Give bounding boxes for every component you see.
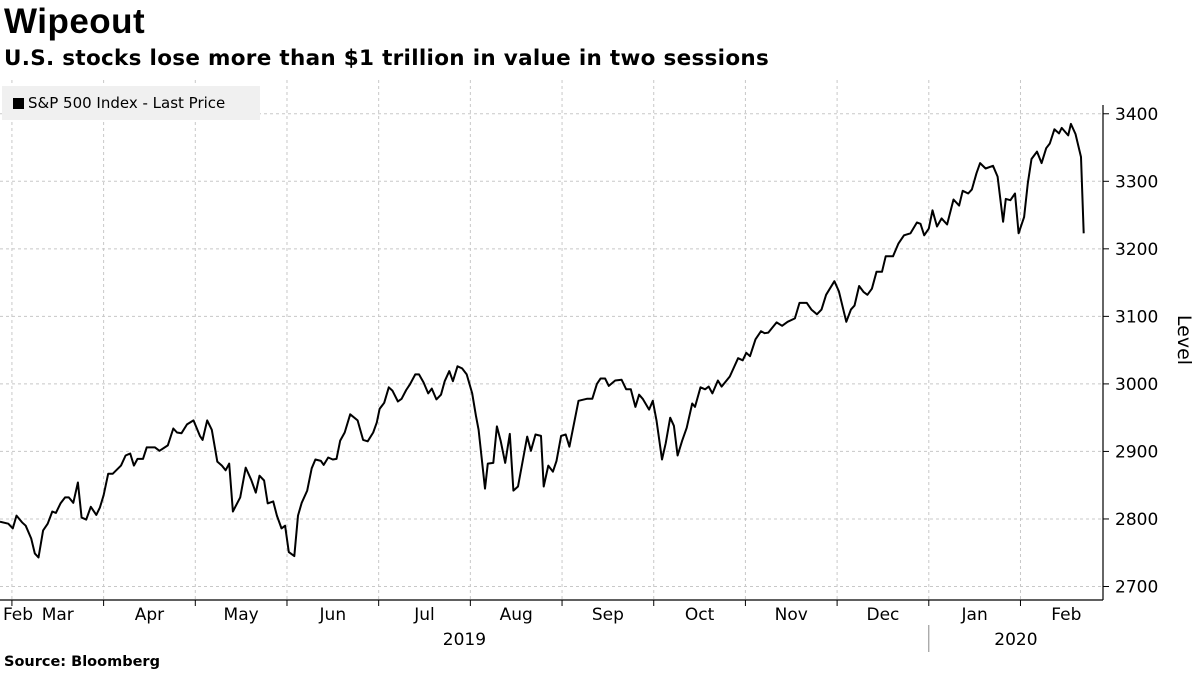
y-tick-label: 3000 xyxy=(1115,375,1158,395)
y-tick-label: 3100 xyxy=(1115,307,1158,327)
x-month-label: Mar xyxy=(42,605,74,625)
y-tick-label: 2800 xyxy=(1115,510,1158,530)
x-month-label: Nov xyxy=(775,605,808,625)
source-note: Source: Bloomberg xyxy=(4,654,160,670)
legend: S&P 500 Index - Last Price xyxy=(2,86,260,120)
chart-title: Wipeout xyxy=(4,2,146,41)
y-axis-label: Level xyxy=(1173,315,1195,365)
x-month-label: Feb xyxy=(1051,605,1081,625)
x-month-label: May xyxy=(224,605,259,625)
x-month-label: Aug xyxy=(500,605,533,625)
series-line-sp500 xyxy=(0,122,1085,559)
x-month-label: Dec xyxy=(866,605,899,625)
y-tick-label: 3300 xyxy=(1115,172,1158,192)
y-tick-label: 3400 xyxy=(1115,105,1158,125)
x-month-label: Jul xyxy=(413,605,435,625)
x-month-label: Oct xyxy=(685,605,715,625)
legend-swatch-icon xyxy=(13,97,24,109)
x-month-label: Feb xyxy=(3,605,33,625)
y-tick-label: 3200 xyxy=(1115,240,1158,260)
x-month-label: Jan xyxy=(961,605,988,625)
x-month-label: Sep xyxy=(592,605,624,625)
y-tick-label: 2900 xyxy=(1115,442,1158,462)
legend-label: S&P 500 Index - Last Price xyxy=(28,94,226,112)
x-year-label: 2020 xyxy=(994,630,1037,650)
chart-subtitle: U.S. stocks lose more than $1 trillion i… xyxy=(4,46,770,71)
x-month-label: Jun xyxy=(319,605,347,625)
y-tick-label: 2700 xyxy=(1115,577,1158,597)
x-year-label: 2019 xyxy=(443,630,486,650)
x-month-label: Apr xyxy=(135,605,164,625)
